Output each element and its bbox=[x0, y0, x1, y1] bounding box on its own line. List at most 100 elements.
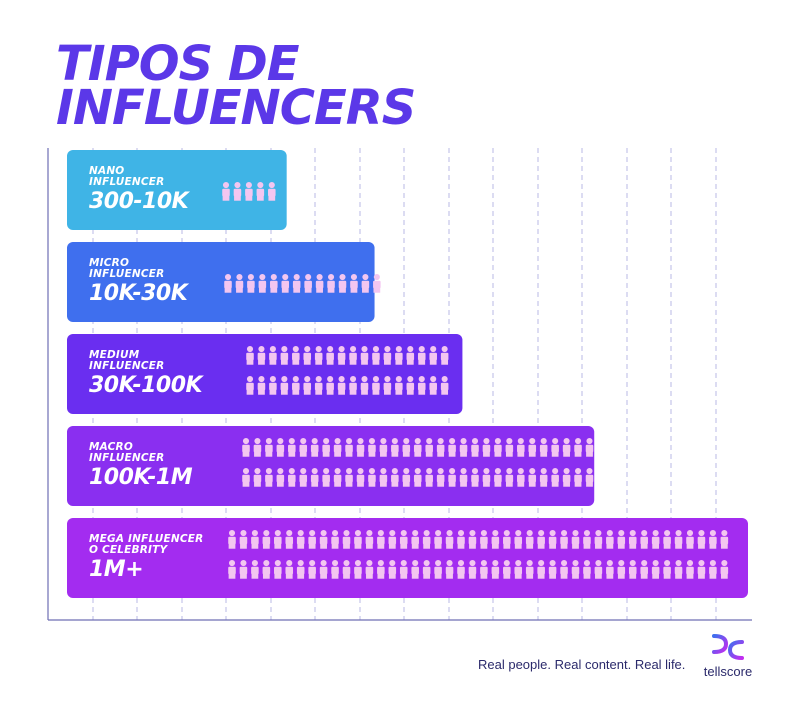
person-icon bbox=[257, 346, 266, 365]
person-icon bbox=[265, 438, 273, 457]
person-icon bbox=[349, 376, 357, 395]
person-icon bbox=[228, 560, 236, 579]
person-icon bbox=[356, 468, 365, 487]
person-icon bbox=[697, 530, 706, 549]
person-icon bbox=[235, 274, 244, 293]
person-icon bbox=[491, 530, 500, 549]
person-icon bbox=[388, 530, 397, 549]
person-icon bbox=[304, 274, 312, 293]
person-icon bbox=[651, 560, 660, 579]
person-icon bbox=[459, 438, 468, 457]
person-icon bbox=[379, 438, 388, 457]
person-icon bbox=[228, 530, 236, 549]
person-icon bbox=[383, 376, 392, 395]
person-icon bbox=[288, 438, 296, 457]
person-icon bbox=[350, 274, 358, 293]
person-icon bbox=[434, 560, 442, 579]
person-icon bbox=[402, 438, 411, 457]
person-icon bbox=[296, 560, 305, 579]
person-icon bbox=[697, 560, 706, 579]
tier-text-1: NANO INFLUENCER 300-10K bbox=[89, 166, 189, 215]
person-icon bbox=[663, 530, 671, 549]
person-icon bbox=[247, 274, 255, 293]
person-icon bbox=[242, 438, 250, 457]
person-icon bbox=[480, 560, 488, 579]
person-icon bbox=[262, 560, 271, 579]
person-icon bbox=[525, 560, 534, 579]
person-icon bbox=[274, 560, 282, 579]
person-icon bbox=[585, 468, 594, 487]
person-icon bbox=[314, 346, 323, 365]
person-icon bbox=[480, 530, 488, 549]
person-icon bbox=[436, 468, 445, 487]
person-icon bbox=[276, 468, 285, 487]
person-icon bbox=[280, 376, 289, 395]
person-icon bbox=[514, 530, 523, 549]
person-icon bbox=[491, 560, 500, 579]
tier-text-2: MICRO INFLUENCER 10K-30K bbox=[89, 257, 188, 307]
person-icon bbox=[429, 346, 437, 365]
person-icon bbox=[303, 346, 312, 365]
person-icon bbox=[327, 274, 335, 293]
person-icon bbox=[448, 468, 456, 487]
person-icon bbox=[337, 346, 346, 365]
tier-text-4: MACRO INFLUENCER 100K-1M bbox=[89, 442, 193, 491]
person-icon bbox=[628, 530, 637, 549]
person-icon bbox=[471, 468, 479, 487]
person-icon bbox=[310, 438, 319, 457]
person-icon bbox=[274, 530, 282, 549]
person-icon bbox=[319, 530, 328, 549]
title-line-1: TIPOS DE bbox=[56, 36, 300, 92]
person-icon bbox=[399, 530, 408, 549]
person-icon bbox=[395, 376, 403, 395]
person-icon bbox=[262, 530, 271, 549]
person-icon bbox=[413, 468, 422, 487]
person-icon bbox=[422, 530, 431, 549]
person-icon bbox=[319, 560, 328, 579]
person-icon bbox=[233, 182, 242, 201]
person-icon bbox=[471, 438, 479, 457]
person-icon bbox=[539, 468, 548, 487]
bar-1 bbox=[67, 150, 287, 230]
person-icon bbox=[686, 530, 694, 549]
person-icon bbox=[333, 438, 342, 457]
person-icon bbox=[459, 468, 468, 487]
person-icon bbox=[395, 346, 403, 365]
person-icon bbox=[482, 438, 491, 457]
person-icon bbox=[345, 438, 353, 457]
person-icon bbox=[315, 274, 324, 293]
person-icon bbox=[585, 438, 594, 457]
person-icon bbox=[342, 560, 351, 579]
person-icon bbox=[517, 468, 525, 487]
person-icon bbox=[425, 468, 433, 487]
person-icon bbox=[372, 376, 380, 395]
person-icon bbox=[222, 182, 230, 201]
tier-label: MEGA INFLUENCER O CELEBRITY bbox=[89, 533, 204, 556]
person-icon bbox=[482, 468, 491, 487]
person-icon bbox=[686, 560, 694, 579]
person-icon bbox=[720, 530, 729, 549]
person-icon bbox=[269, 346, 277, 365]
person-icon bbox=[379, 468, 388, 487]
person-icon bbox=[411, 560, 419, 579]
person-icon bbox=[391, 468, 399, 487]
tier-range: 1M+ bbox=[89, 557, 144, 582]
person-icon bbox=[514, 560, 523, 579]
person-icon bbox=[299, 438, 308, 457]
footer-tagline: Real people. Real content. Real life. bbox=[478, 657, 686, 672]
person-icon bbox=[299, 468, 308, 487]
person-icon bbox=[440, 376, 449, 395]
person-icon bbox=[349, 346, 357, 365]
person-icon bbox=[268, 182, 276, 201]
person-icon bbox=[224, 274, 232, 293]
person-icon bbox=[406, 346, 415, 365]
person-icon bbox=[574, 468, 582, 487]
person-icon bbox=[354, 530, 362, 549]
person-icon bbox=[257, 376, 266, 395]
person-icon bbox=[548, 530, 557, 549]
person-icon bbox=[517, 438, 525, 457]
tier-label: MICRO INFLUENCER bbox=[89, 257, 165, 280]
person-icon bbox=[391, 438, 399, 457]
person-icon bbox=[560, 560, 568, 579]
person-icon bbox=[365, 560, 374, 579]
